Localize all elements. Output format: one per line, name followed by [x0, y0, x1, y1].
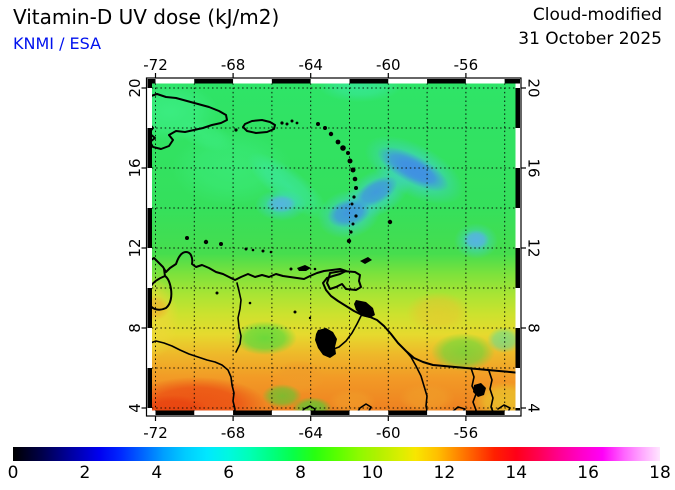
- frame-segment: [194, 410, 234, 415]
- lon-label-top: -60: [376, 56, 401, 74]
- hispaniola-coast: [147, 93, 228, 150]
- margarita-coast: [297, 265, 311, 271]
- axis-ticks: [141, 73, 526, 421]
- orinoco-delta: [354, 300, 375, 318]
- frame-segment: [427, 79, 466, 84]
- frame-segment: [147, 410, 156, 415]
- frame-segment: [515, 208, 520, 248]
- river-branch-north: [235, 282, 242, 353]
- colorbar-tick-label: 18: [649, 463, 671, 483]
- colorbar-tick-label: 14: [505, 463, 527, 483]
- frame-outline: [145, 77, 522, 417]
- frame-segment: [515, 288, 520, 328]
- colorbar-tick-label: 16: [577, 463, 599, 483]
- river-southeast: [404, 349, 429, 415]
- frame-segment: [147, 79, 156, 84]
- frame-segment: [147, 288, 152, 328]
- lat-label-right: 20: [525, 78, 543, 97]
- lat-label-left: 12: [126, 238, 144, 257]
- frame-segment: [271, 79, 311, 84]
- colorbar: 0 2 4 6 8 10 12 14 16 18: [8, 447, 671, 483]
- frame-segment: [388, 79, 428, 84]
- south-america-coast: [147, 251, 520, 374]
- frame-segment: [515, 328, 520, 368]
- frame-segment: [388, 410, 428, 415]
- cloud-patch: [463, 230, 489, 250]
- lat-label-left: 8: [126, 323, 144, 333]
- lat-label-right: 4: [525, 403, 543, 413]
- cloud-patch: [266, 195, 296, 213]
- lon-label-bottom: -68: [221, 424, 246, 442]
- frame-segment: [427, 410, 466, 415]
- frame-segment: [271, 410, 311, 415]
- frame-segment: [155, 79, 195, 84]
- date-label: 31 October 2025: [518, 29, 662, 49]
- lon-label-bottom: -56: [454, 424, 479, 442]
- frame-segment: [515, 128, 520, 168]
- colorbar-tick-label: 4: [151, 463, 162, 483]
- lat-label-right: 12: [525, 238, 543, 257]
- frame-segment: [147, 248, 152, 288]
- uv-max-patch: [147, 395, 208, 415]
- frame-segment: [147, 368, 152, 408]
- colorbar-tick-label: 0: [8, 463, 19, 483]
- frame-segment: [233, 79, 272, 84]
- trinidad-coast: [326, 270, 362, 291]
- axis-labels: -72 -72 -68 -68 -64 -64 -60 -60 -56 -56 20 20 16 16 12…: [126, 56, 543, 442]
- mode-label: Cloud-modified: [532, 5, 662, 25]
- orinoco-river: [147, 340, 236, 415]
- cloud-patch: [393, 156, 437, 184]
- frame-segment: [465, 79, 505, 84]
- tobago-coast: [360, 257, 372, 264]
- lon-label-top: -68: [221, 56, 246, 74]
- uv-dose-field: [147, 79, 520, 415]
- puerto-rico-coast: [242, 119, 276, 134]
- lon-label-top: -64: [298, 56, 323, 74]
- colorbar-tick-label: 8: [295, 463, 306, 483]
- lat-label-left: 16: [126, 158, 144, 177]
- frame-segment: [155, 410, 195, 415]
- frame-segment: [233, 410, 272, 415]
- frame-segment: [515, 168, 520, 208]
- frame-segment: [147, 168, 152, 208]
- frame-segment: [310, 79, 350, 84]
- island-dots: [185, 119, 393, 320]
- frame-segment: [194, 79, 234, 84]
- frame-segment: [515, 368, 520, 408]
- lon-label-bottom: -64: [298, 424, 323, 442]
- lon-label-top: -56: [454, 56, 479, 74]
- source-credit: KNMI / ESA: [13, 34, 102, 53]
- colorbar-tick-label: 12: [434, 463, 456, 483]
- frame-segment: [147, 328, 152, 368]
- frame-segment: [349, 79, 389, 84]
- lon-label-bottom: -72: [143, 424, 168, 442]
- lat-label-left: 20: [126, 78, 144, 97]
- frame-segment: [515, 88, 520, 128]
- colorbar-gradient: [13, 447, 660, 461]
- frame-segment: [515, 248, 520, 288]
- graticule: [147, 79, 520, 415]
- frame-segment: [147, 208, 152, 248]
- cloud-patch: [354, 176, 398, 208]
- colorbar-tick-label: 6: [223, 463, 234, 483]
- frame-segment: [349, 410, 389, 415]
- lon-label-top: -72: [143, 56, 168, 74]
- frame-segment: [310, 410, 350, 415]
- page-title: Vitamin-D UV dose (kJ/m2): [13, 5, 280, 29]
- frame-segment: [147, 128, 152, 168]
- frame-segment: [504, 410, 520, 415]
- colorbar-tick-label: 10: [362, 463, 384, 483]
- lat-label-left: 4: [126, 403, 144, 413]
- frame-segment: [465, 410, 505, 415]
- frame-segment: [504, 79, 520, 84]
- lon-label-bottom: -60: [376, 424, 401, 442]
- colorbar-tick-label: 2: [79, 463, 90, 483]
- map-frame: [145, 77, 522, 417]
- frame-segment: [147, 88, 152, 128]
- river-guyana: [470, 367, 477, 415]
- lat-label-right: 16: [525, 158, 543, 177]
- lat-label-right: 8: [525, 323, 543, 333]
